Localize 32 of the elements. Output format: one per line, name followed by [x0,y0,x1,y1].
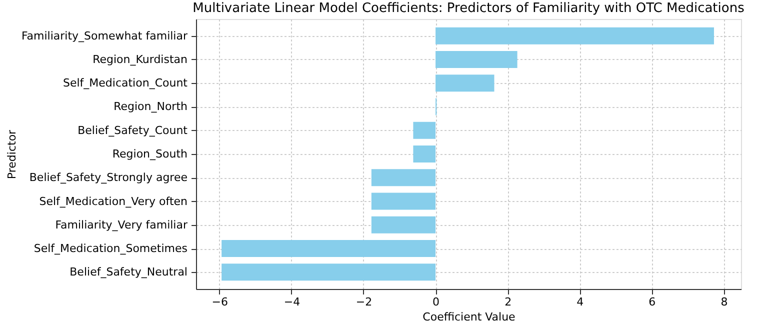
y-tick-label: Self_Medication_Sometimes [34,242,188,256]
y-tick-label: Belief_Safety_Neutral [70,266,188,279]
y-tick-label: Region_North [114,100,188,114]
chart-title: Multivariate Linear Model Coefficients: Predictors of Familiarity with OTC Medications [192,1,745,16]
bar [371,169,436,186]
bar [413,122,436,139]
y-tick-label: Region_South [112,148,188,160]
y-tick-label: Familiarity_Somewhat familiar [21,29,188,42]
y-tick-label: Self_Medication_Count [62,76,188,90]
x-tick-label: 6 [648,296,656,308]
bar [436,74,494,92]
x-tick-label: 4 [576,296,584,308]
bar [436,50,518,68]
x-tick-label: −4 [284,296,300,308]
x-axis-title: Coefficient Value [422,310,516,324]
y-tick-label: Belief_Safety_Strongly agree [29,171,188,184]
y-axis-title: Predictor [5,129,18,180]
bar [222,264,436,281]
y-tick-label: Belief_Safety_Count [78,124,188,137]
y-tick-label: Familiarity_Very familiar [55,218,188,232]
x-tick-label: 0 [432,296,440,308]
bar [413,146,436,162]
x-tick-label: −2 [356,296,372,308]
bar [371,216,436,234]
y-tick-label: Self_Medication_Very often [39,194,188,208]
bar [371,192,436,210]
bar [222,240,436,258]
x-tick-label: −6 [212,296,228,308]
y-tick-label: Region_Kurdistan [92,52,188,66]
x-tick-label: 2 [504,296,512,308]
bar [436,27,714,44]
x-tick-label: 8 [720,296,728,308]
